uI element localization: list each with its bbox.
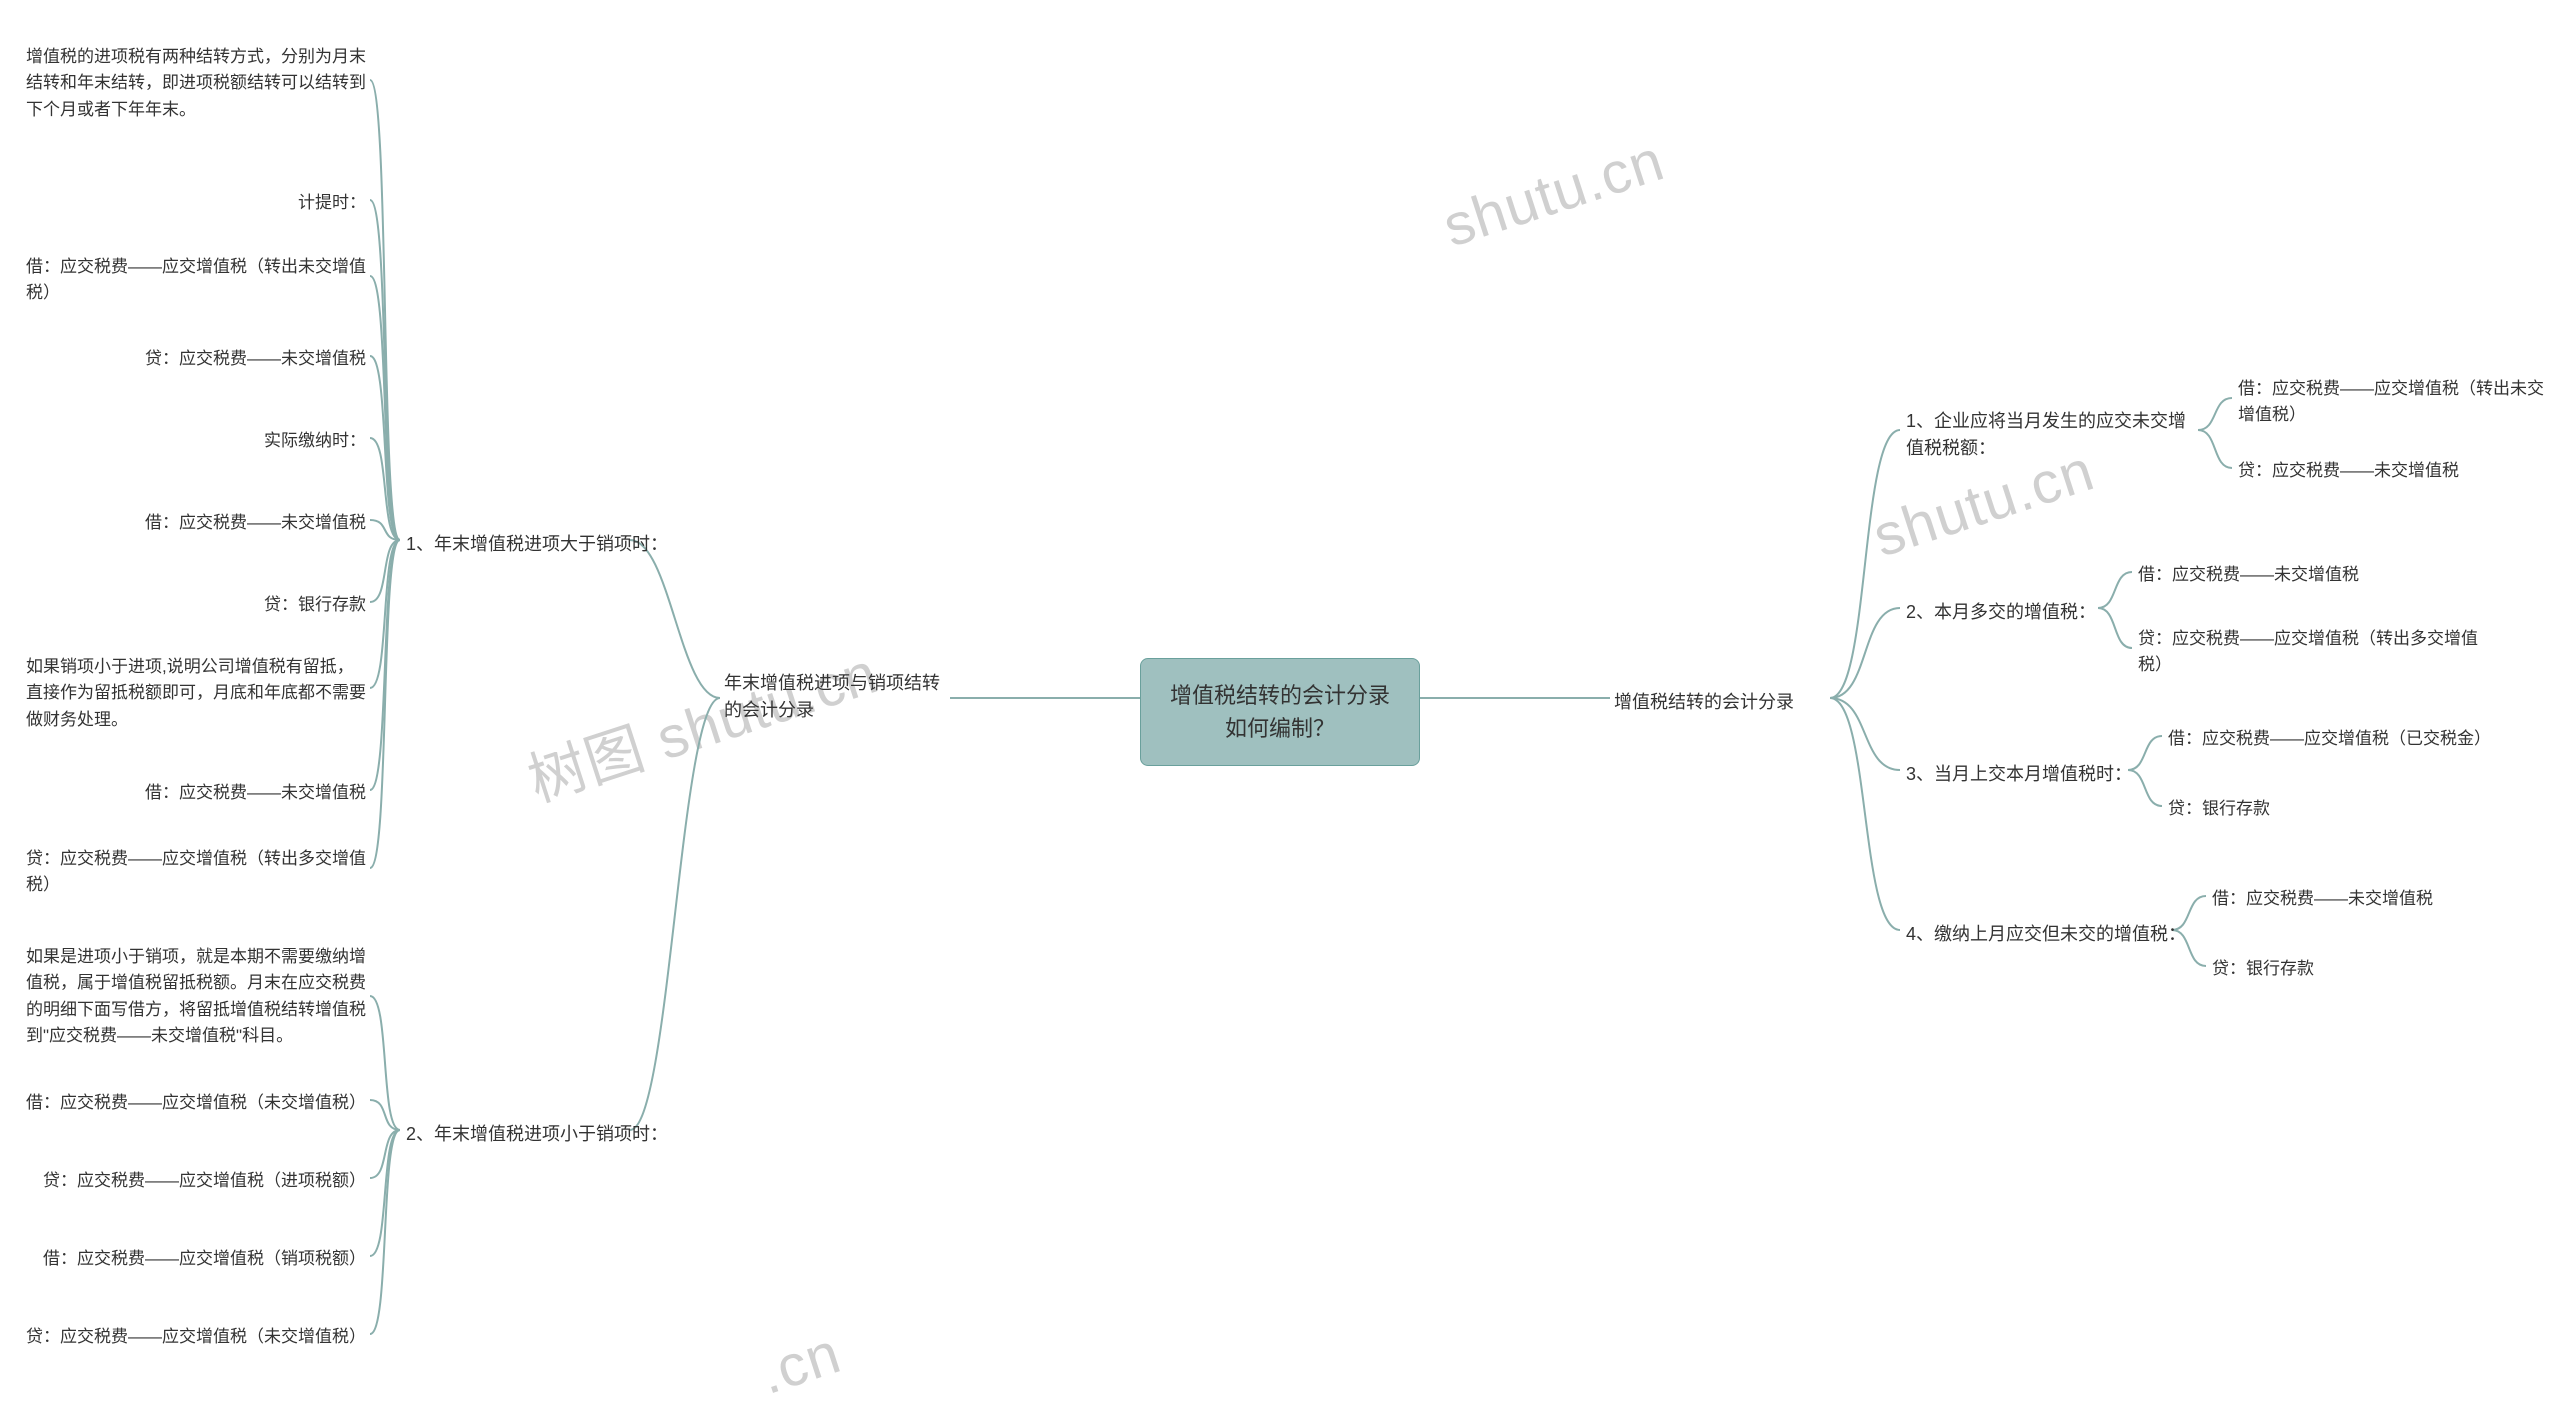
left-sub2: 2、年末增值税进项小于销项时： <box>406 1120 668 1146</box>
leaf-text: 实际缴纳时： <box>264 428 366 454</box>
left-sub1-label: 1、年末增值税进项大于销项时： <box>406 530 668 556</box>
leaf: 贷：应交税费——应交增值税（进项税额） <box>43 1168 366 1194</box>
leaf-text: 贷：应交税费——应交增值税（进项税额） <box>43 1168 366 1194</box>
leaf-text: 借：应交税费——未交增值税 <box>145 780 366 806</box>
leaf: 借：应交税费——应交增值税（销项税额） <box>43 1246 366 1272</box>
leaf: 贷：应交税费——应交增值税（未交增值税） <box>26 1324 366 1350</box>
watermark: shutu.cn <box>1435 127 1672 261</box>
leaf: 贷：银行存款 <box>2168 796 2270 822</box>
right-sub4: 4、缴纳上月应交但未交的增值税： <box>1906 920 2186 946</box>
leaf-text: 贷：应交税费——应交增值税（转出多交增值税） <box>2138 626 2498 679</box>
right-branch-label: 增值税结转的会计分录 <box>1614 688 1794 714</box>
right-sub3: 3、当月上交本月增值税时： <box>1906 760 2132 786</box>
leaf-text: 借：应交税费——未交增值税 <box>2138 562 2359 588</box>
leaf: 借：应交税费——未交增值税 <box>145 780 366 806</box>
leaf: 贷：应交税费——未交增值税 <box>2238 458 2459 484</box>
leaf-text: 贷：应交税费——未交增值税 <box>2238 458 2459 484</box>
left-branch-label: 年末增值税进项与销项结转的会计分录 <box>724 670 950 724</box>
leaf: 计提时： <box>298 190 366 216</box>
leaf: 贷：银行存款 <box>264 592 366 618</box>
leaf-text: 如果销项小于进项,说明公司增值税有留抵，直接作为留抵税额即可，月底和年底都不需要… <box>26 654 366 733</box>
right-sub1-label: 1、企业应将当月发生的应交未交增值税税额： <box>1906 408 2196 462</box>
right-sub4-label: 4、缴纳上月应交但未交的增值税： <box>1906 920 2186 946</box>
center-title: 增值税结转的会计分录如何编制？ <box>1165 679 1395 745</box>
leaf-text: 贷：应交税费——应交增值税（未交增值税） <box>26 1324 366 1350</box>
left-sub1: 1、年末增值税进项大于销项时： <box>406 530 668 556</box>
leaf-text: 贷：应交税费——未交增值税 <box>145 346 366 372</box>
leaf: 增值税的进项税有两种结转方式，分别为月末结转和年末结转，即进项税额结转可以结转到… <box>26 44 366 123</box>
leaf-text: 计提时： <box>298 190 366 216</box>
leaf-text: 借：应交税费——应交增值税（转出未交增值税） <box>26 254 366 307</box>
leaf: 借：应交税费——未交增值税 <box>145 510 366 536</box>
leaf-text: 贷：银行存款 <box>264 592 366 618</box>
leaf: 贷：应交税费——应交增值税（转出多交增值税） <box>26 846 366 899</box>
leaf: 借：应交税费——未交增值税 <box>2212 886 2433 912</box>
leaf: 实际缴纳时： <box>264 428 366 454</box>
leaf: 贷：应交税费——未交增值税 <box>145 346 366 372</box>
left-branch: 年末增值税进项与销项结转的会计分录 <box>724 670 950 724</box>
leaf: 如果是进项小于销项，就是本期不需要缴纳增值税，属于增值税留抵税额。月末在应交税费… <box>26 944 366 1049</box>
watermark: .cn <box>752 1319 849 1408</box>
right-sub1: 1、企业应将当月发生的应交未交增值税税额： <box>1906 408 2196 462</box>
right-sub2: 2、本月多交的增值税： <box>1906 598 2096 624</box>
left-sub2-label: 2、年末增值税进项小于销项时： <box>406 1120 668 1146</box>
leaf-text: 借：应交税费——未交增值税 <box>145 510 366 536</box>
leaf: 贷：银行存款 <box>2212 956 2314 982</box>
right-branch: 增值税结转的会计分录 <box>1614 688 1794 714</box>
leaf: 贷：应交税费——应交增值税（转出多交增值税） <box>2138 626 2498 679</box>
leaf: 借：应交税费——应交增值税（转出未交增值税） <box>26 254 366 307</box>
leaf-text: 借：应交税费——应交增值税（转出未交增值税） <box>2238 376 2560 429</box>
leaf-text: 贷：应交税费——应交增值税（转出多交增值税） <box>26 846 366 899</box>
leaf-text: 借：应交税费——应交增值税（销项税额） <box>43 1246 366 1272</box>
leaf: 借：应交税费——未交增值税 <box>2138 562 2359 588</box>
leaf: 借：应交税费——应交增值税（未交增值税） <box>26 1090 366 1116</box>
leaf-text: 借：应交税费——应交增值税（已交税金） <box>2168 726 2491 752</box>
leaf-text: 贷：银行存款 <box>2212 956 2314 982</box>
leaf: 借：应交税费——应交增值税（已交税金） <box>2168 726 2491 752</box>
leaf-text: 借：应交税费——未交增值税 <box>2212 886 2433 912</box>
center-node: 增值税结转的会计分录如何编制？ <box>1140 658 1420 766</box>
leaf: 如果销项小于进项,说明公司增值税有留抵，直接作为留抵税额即可，月底和年底都不需要… <box>26 654 366 733</box>
right-sub2-label: 2、本月多交的增值税： <box>1906 598 2096 624</box>
leaf-text: 如果是进项小于销项，就是本期不需要缴纳增值税，属于增值税留抵税额。月末在应交税费… <box>26 944 366 1049</box>
leaf-text: 贷：银行存款 <box>2168 796 2270 822</box>
right-sub3-label: 3、当月上交本月增值税时： <box>1906 760 2132 786</box>
leaf-text: 借：应交税费——应交增值税（未交增值税） <box>26 1090 366 1116</box>
leaf-text: 增值税的进项税有两种结转方式，分别为月末结转和年末结转，即进项税额结转可以结转到… <box>26 44 366 123</box>
leaf: 借：应交税费——应交增值税（转出未交增值税） <box>2238 376 2560 429</box>
